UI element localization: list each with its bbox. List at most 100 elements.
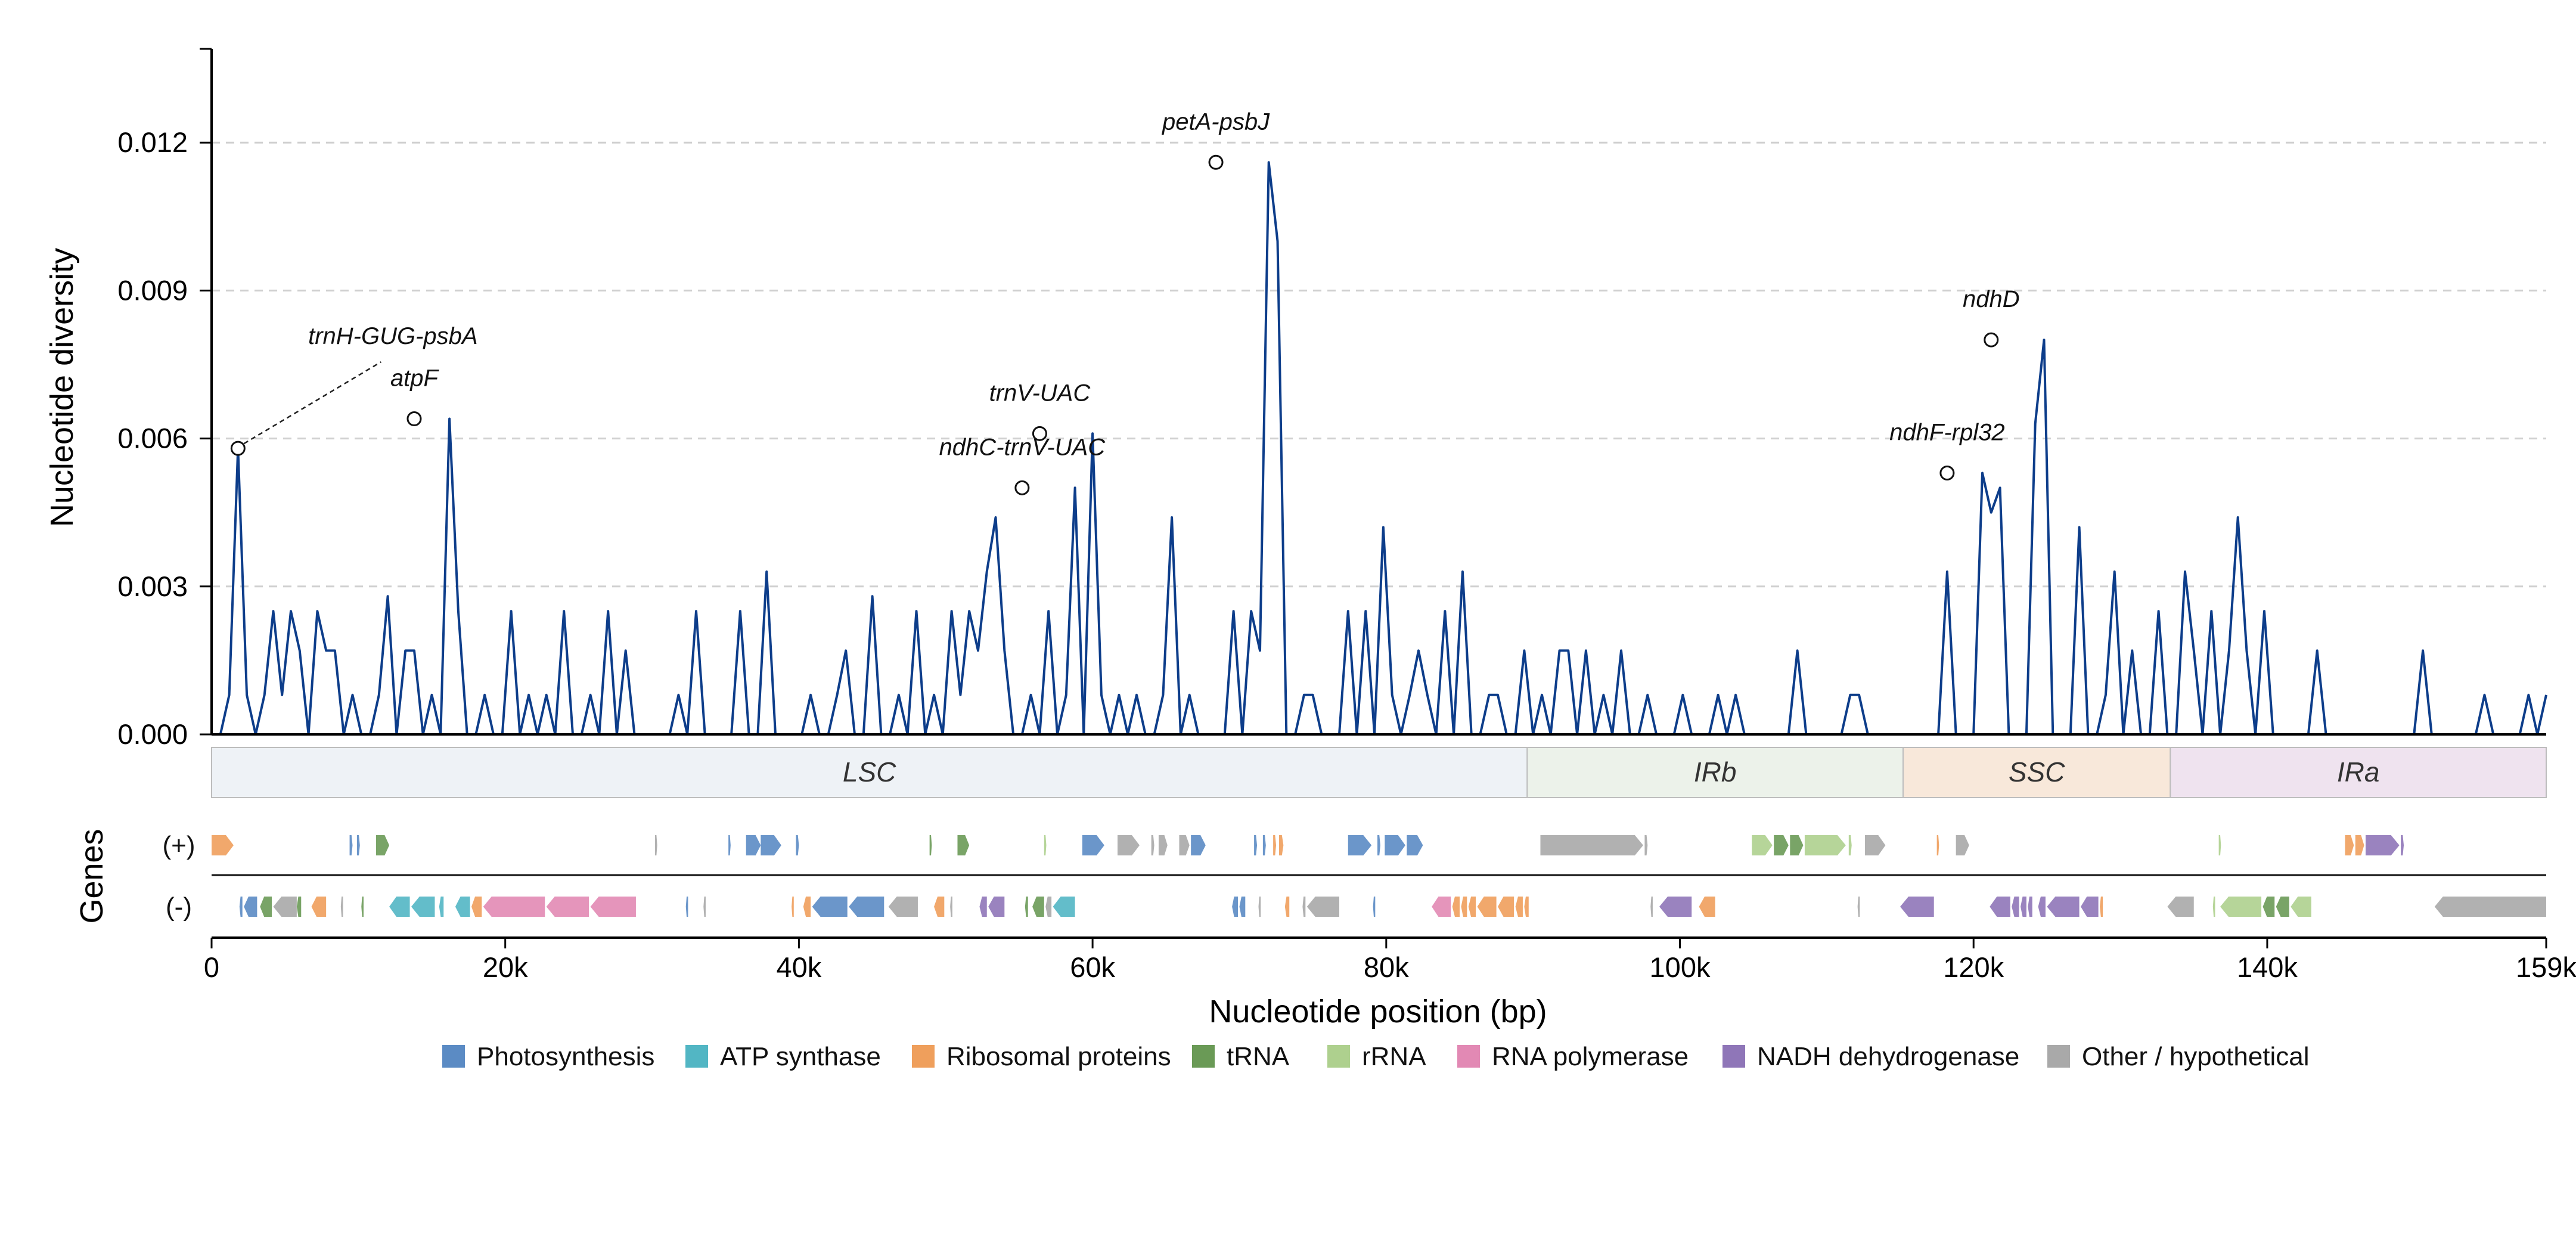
legend-swatch bbox=[1722, 1045, 1745, 1068]
peak-label: ndhC-trnV-UAC bbox=[939, 434, 1106, 460]
gene-feature bbox=[1373, 897, 1376, 917]
peak-marker bbox=[230, 441, 246, 456]
gene-feature bbox=[2355, 835, 2364, 855]
gene-feature bbox=[1540, 835, 1643, 855]
x-tick-label: 159k bbox=[2516, 951, 2576, 983]
region-label: IRa bbox=[2337, 756, 2380, 787]
gene-feature bbox=[1053, 897, 1075, 917]
gene-feature bbox=[1179, 835, 1190, 855]
legend-label: Ribosomal proteins bbox=[946, 1042, 1171, 1071]
legend-label: tRNA bbox=[1227, 1042, 1290, 1071]
gene-feature bbox=[2401, 835, 2404, 855]
gene-feature bbox=[2262, 897, 2275, 917]
gene-feature bbox=[1936, 835, 1939, 855]
gene-feature bbox=[1650, 897, 1653, 917]
gene-feature bbox=[340, 897, 343, 917]
y-axis-title: Nucleotide diversity bbox=[44, 248, 80, 527]
gene-feature bbox=[1956, 835, 1969, 855]
gene-feature bbox=[1659, 897, 1692, 917]
y-tick-label: 0.009 bbox=[117, 274, 188, 306]
gene-feature bbox=[1025, 897, 1028, 917]
gene-feature bbox=[1232, 897, 1239, 917]
gene-feature bbox=[1151, 835, 1154, 855]
gene-feature bbox=[296, 897, 302, 917]
gene-feature bbox=[2047, 897, 2080, 917]
gene-feature bbox=[2434, 897, 2546, 917]
gene-feature bbox=[654, 835, 657, 855]
gene-feature bbox=[1385, 835, 1405, 855]
gene-feature bbox=[349, 835, 353, 855]
peak-label: trnH-GUG-psbA bbox=[308, 323, 478, 349]
peak-label: atpF bbox=[390, 365, 440, 392]
gene-feature bbox=[546, 897, 589, 917]
gene-feature bbox=[1804, 835, 1846, 855]
gene-feature bbox=[212, 835, 234, 855]
gene-feature bbox=[439, 897, 444, 917]
gene-feature bbox=[2100, 897, 2103, 917]
gene-feature bbox=[1045, 897, 1052, 917]
peak-marker bbox=[1014, 480, 1030, 495]
legend-label: ATP synthase bbox=[720, 1042, 881, 1071]
peak-layer: trnH-GUG-psbA atpF ndhC-trnV-UAC trnV-UAC pe… bbox=[230, 108, 2020, 495]
gene-feature bbox=[1498, 897, 1514, 917]
genes-axis-title: Genes bbox=[74, 829, 110, 923]
gene-feature bbox=[1452, 897, 1460, 917]
gene-feature bbox=[929, 835, 932, 855]
strand-label-plus: (+) bbox=[163, 831, 195, 860]
gene-feature bbox=[1774, 835, 1789, 855]
gene-feature bbox=[792, 897, 794, 917]
legend-label: rRNA bbox=[1362, 1042, 1426, 1071]
diversity-series-line bbox=[212, 161, 2547, 736]
x-tick-label: 140k bbox=[2237, 951, 2298, 983]
gene-feature bbox=[1477, 897, 1497, 917]
gene-feature bbox=[311, 897, 327, 917]
gene-feature bbox=[471, 897, 482, 917]
gene-feature bbox=[1752, 835, 1773, 855]
peak-label: ndhD bbox=[1963, 286, 2020, 312]
legend-label: Photosynthesis bbox=[477, 1042, 654, 1071]
gene-feature bbox=[1044, 835, 1047, 855]
gene-feature bbox=[2038, 897, 2046, 917]
gene-feature bbox=[455, 897, 470, 917]
region-block bbox=[2170, 747, 2547, 798]
gene-feature bbox=[1278, 835, 1284, 855]
gene-feature bbox=[934, 897, 945, 917]
peak-label: petA-psbJ bbox=[1162, 108, 1270, 135]
gene-feature bbox=[1302, 897, 1306, 917]
gene-feature bbox=[1239, 897, 1246, 917]
gene-feature bbox=[2012, 897, 2019, 917]
region-label: LSC bbox=[843, 756, 896, 787]
line-layer bbox=[212, 161, 2547, 736]
gene-feature bbox=[2218, 835, 2221, 855]
gene-feature bbox=[260, 897, 272, 917]
gene-feature bbox=[1258, 897, 1261, 917]
gene-feature bbox=[1461, 897, 1467, 917]
gene-feature bbox=[1790, 835, 1804, 855]
peak-label: trnV-UAC bbox=[989, 380, 1091, 406]
gene-feature bbox=[2028, 897, 2032, 917]
gene-feature bbox=[1273, 835, 1277, 855]
x-tick-label: 100k bbox=[1650, 951, 1711, 983]
gene-feature bbox=[1407, 835, 1423, 855]
legend: Photosynthesis ATP synthase Ribosomal prot… bbox=[442, 1042, 2310, 1071]
x-tick-label: 80k bbox=[1364, 951, 1409, 983]
gene-feature bbox=[389, 897, 410, 917]
gene-feature bbox=[1262, 835, 1266, 855]
gene-feature bbox=[590, 897, 636, 917]
gene-feature bbox=[1990, 897, 2010, 917]
y-tick-label: 0.003 bbox=[117, 570, 188, 602]
gene-feature bbox=[728, 835, 731, 855]
gene-feature bbox=[1306, 897, 1339, 917]
gene-feature bbox=[1468, 897, 1476, 917]
peak-marker bbox=[406, 411, 422, 427]
gene-feature bbox=[685, 897, 688, 917]
legend-swatch bbox=[442, 1045, 465, 1068]
gene-feature bbox=[1254, 835, 1258, 855]
y-tick-label: 0.006 bbox=[117, 423, 188, 454]
legend-label: Other / hypothetical bbox=[2082, 1042, 2310, 1071]
gene-feature bbox=[273, 897, 297, 917]
gene-feature bbox=[2345, 835, 2354, 855]
peak-marker bbox=[1032, 426, 1047, 441]
peak-marker bbox=[1984, 332, 1999, 348]
gene-feature bbox=[950, 897, 952, 917]
